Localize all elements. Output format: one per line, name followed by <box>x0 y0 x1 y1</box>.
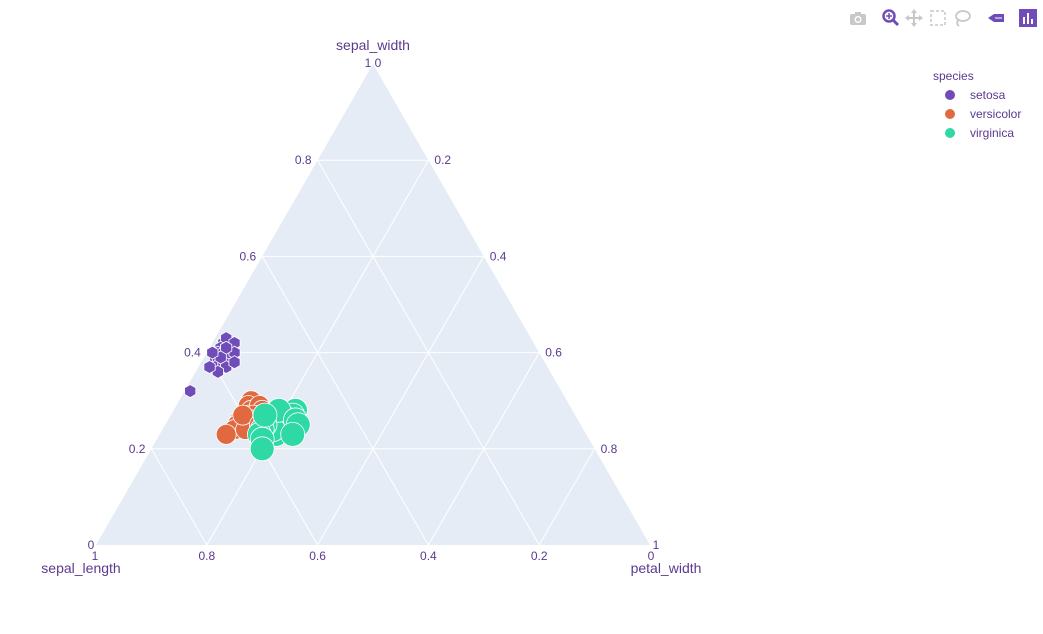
data-point-versicolor[interactable] <box>215 423 237 445</box>
tick-label-b: 0.8 <box>198 549 215 563</box>
tick-label-b: 0.6 <box>309 549 326 563</box>
tick-label-a: 0.2 <box>129 442 146 456</box>
data-point-setosa[interactable] <box>184 384 197 399</box>
plotly-logo-icon[interactable] <box>986 8 1006 28</box>
data-point-setosa[interactable] <box>228 355 241 370</box>
tick-labels: 0.2 0.4 0.6 0.8 0.2 0.4 0.6 0.8 0.2 0.4 0.6 0.8 <box>129 153 618 563</box>
corner-label-left: 0 <box>88 538 95 552</box>
legend-swatch-virginica <box>945 128 955 138</box>
pan-icon[interactable] <box>904 8 924 28</box>
legend-item-versicolor[interactable]: versicolor <box>925 105 1035 124</box>
tick-label-b: 0.2 <box>531 549 548 563</box>
legend-swatch-versicolor <box>945 109 955 119</box>
grid-line-c <box>317 256 485 546</box>
legend-title: species <box>933 69 974 83</box>
grid-line-b <box>261 256 429 546</box>
grid-line-b <box>150 448 208 546</box>
bar-chart-icon[interactable] <box>1018 8 1038 28</box>
axis-title-petal-width: petal_width <box>631 560 702 576</box>
legend-label: versicolor <box>970 107 1022 121</box>
tick-label-b: 0.4 <box>420 549 437 563</box>
data-points[interactable] <box>184 331 311 462</box>
legend-item-virginica[interactable]: virginica <box>925 124 1035 143</box>
tick-label-a: 0.4 <box>184 346 201 360</box>
tick-label-a: 0.8 <box>295 153 312 167</box>
tick-label-c: 0.6 <box>545 346 562 360</box>
data-point-virginica[interactable] <box>252 402 278 428</box>
corner-label-left-below: 1 <box>92 549 99 563</box>
legend-label: virginica <box>970 126 1015 140</box>
tick-label-c: 0.2 <box>434 153 451 167</box>
data-point-setosa[interactable] <box>206 345 219 360</box>
series-setosa <box>184 331 241 399</box>
lasso-icon[interactable] <box>952 8 972 28</box>
ternary-plot-area <box>96 64 650 545</box>
tick-label-a: 0.6 <box>240 249 257 263</box>
legend-swatch-setosa <box>945 90 955 100</box>
ternary-background <box>96 64 650 545</box>
camera-icon[interactable] <box>848 8 868 28</box>
corner-label-top: 1 0 <box>365 56 382 70</box>
corner-label-right-below: 0 <box>648 549 655 563</box>
ternary-grid <box>150 159 596 546</box>
tick-label-c: 0.4 <box>490 249 507 263</box>
data-point-setosa[interactable] <box>203 360 216 374</box>
corner-label-right: 1 <box>653 538 660 552</box>
tick-label-c: 0.8 <box>601 442 618 456</box>
legend-item-setosa[interactable]: setosa <box>925 86 1035 105</box>
zoom-icon[interactable] <box>880 8 900 28</box>
series-virginica <box>247 397 311 462</box>
select-box-icon[interactable] <box>928 8 948 28</box>
data-point-virginica[interactable] <box>249 436 275 462</box>
grid-line-c <box>538 448 596 546</box>
legend-label: setosa <box>970 88 1006 102</box>
modebar <box>848 8 1038 28</box>
axis-title-sepal-length: sepal_length <box>41 560 120 576</box>
data-point-virginica[interactable] <box>280 421 306 447</box>
legend: species setosa versicolor virginica <box>925 66 1035 143</box>
axis-title-sepal-width: sepal_width <box>336 37 410 53</box>
grid-line-c <box>427 352 540 546</box>
